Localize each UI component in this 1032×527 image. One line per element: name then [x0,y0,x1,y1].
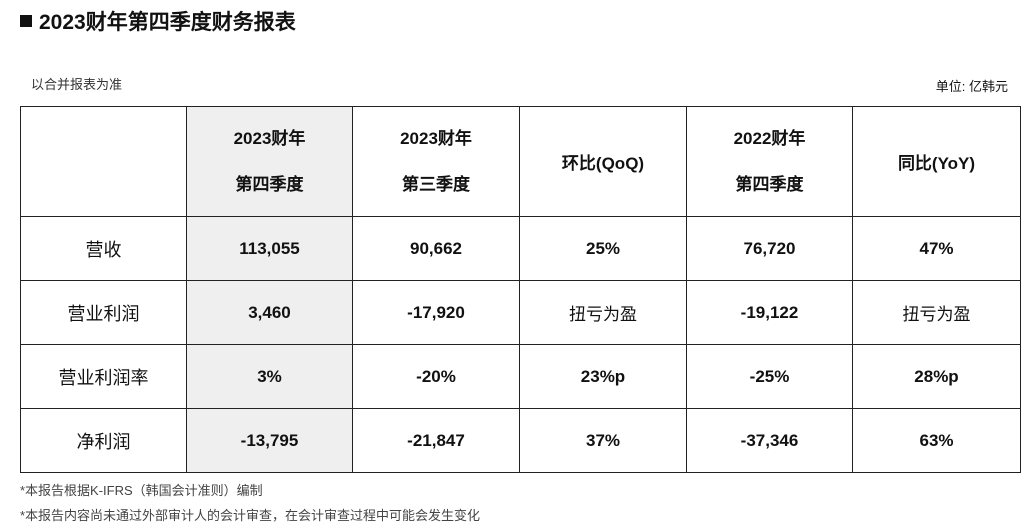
header-yoy-label: 同比(YoY) [897,154,976,173]
row-label-net-profit: 净利润 [20,408,187,473]
page-title: 2023财年第四季度财务报表 [20,8,296,38]
table-row-net-profit: 净利润 -13,795 -21,847 37% -37,346 63% [20,408,1021,473]
cell-revenue-2023-q4: 113,055 [186,216,353,281]
table-row-operating-profit: 营业利润 3,460 -17,920 扭亏为盈 -19,122 扭亏为盈 [20,280,1021,345]
basis-note: 以合并报表为准 [31,77,123,92]
cell-revenue-2022-q4: 76,720 [686,216,853,281]
header-empty-cell [20,106,187,217]
header-2022-q4-quarter: 第四季度 [735,174,804,194]
cell-operating-margin-2022-q4: -25% [686,344,853,409]
cell-operating-profit-yoy: 扭亏为盈 [852,280,1021,345]
header-qoq: 环比(QoQ) [519,106,687,217]
header-qoq-label: 环比(QoQ) [561,154,645,173]
row-label-operating-profit: 营业利润 [20,280,187,345]
financial-table: 2023财年 第四季度 2023财年 第三季度 环比(QoQ) 2022财年 第… [20,106,1021,473]
header-2023-q4: 2023财年 第四季度 [186,106,353,217]
header-2023-q4-year: 2023财年 [233,128,306,148]
cell-operating-profit-2023-q3: -17,920 [352,280,520,345]
cell-revenue-yoy: 47% [852,216,1021,281]
cell-operating-profit-2023-q4: 3,460 [186,280,353,345]
cell-net-profit-yoy: 63% [852,408,1021,473]
header-2023-q3-year: 2023财年 [400,128,472,148]
cell-revenue-2023-q3: 90,662 [352,216,520,281]
footnotes: *本报告根据K-IFRS（韩国会计准则）编制 *本报告内容尚未通过外部审计人的会… [20,480,480,527]
cell-operating-margin-yoy: 28%p [852,344,1021,409]
page-title-text: 2023财年第四季度财务报表 [39,11,296,34]
row-label-operating-margin: 营业利润率 [20,344,187,409]
cell-operating-margin-qoq: 23%p [519,344,687,409]
square-bullet-icon [20,15,32,27]
header-2023-q3: 2023财年 第三季度 [352,106,520,217]
header-2022-q4-year: 2022财年 [733,128,806,148]
header-2023-q3-quarter: 第三季度 [402,174,470,194]
table-row-operating-margin: 营业利润率 3% -20% 23%p -25% 28%p [20,344,1021,409]
cell-operating-profit-2022-q4: -19,122 [686,280,853,345]
cell-net-profit-2022-q4: -37,346 [686,408,853,473]
header-2023-q4-quarter: 第四季度 [235,174,304,194]
cell-operating-profit-qoq: 扭亏为盈 [519,280,687,345]
cell-operating-margin-2023-q3: -20% [352,344,520,409]
table-row-revenue: 营收 113,055 90,662 25% 76,720 47% [20,216,1021,281]
cell-net-profit-2023-q3: -21,847 [352,408,520,473]
footnote-audit: *本报告内容尚未通过外部审计人的会计审查，在会计审查过程中可能会发生变化 [20,508,481,523]
header-2022-q4: 2022财年 第四季度 [686,106,853,217]
header-yoy: 同比(YoY) [852,106,1021,217]
cell-net-profit-2023-q4: -13,795 [186,408,353,473]
cell-net-profit-qoq: 37% [519,408,687,473]
unit-label: 单位: 亿韩元 [935,79,1008,94]
footnote-ifrs: *本报告根据K-IFRS（韩国会计准则）编制 [20,483,263,498]
table-header-row: 2023财年 第四季度 2023财年 第三季度 环比(QoQ) 2022财年 第… [20,106,1021,217]
cell-revenue-qoq: 25% [519,216,687,281]
row-label-revenue: 营收 [20,216,187,281]
cell-operating-margin-2023-q4: 3% [186,344,353,409]
